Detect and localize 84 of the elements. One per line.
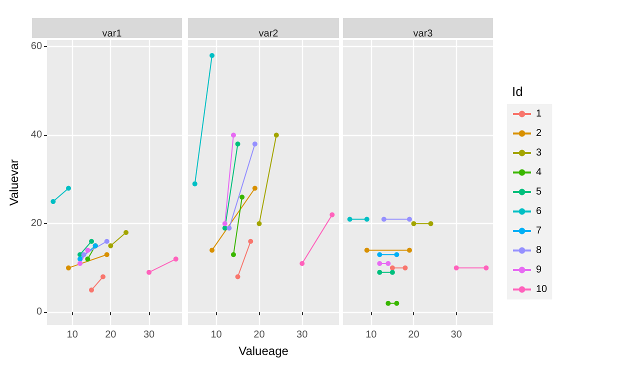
point <box>377 260 382 266</box>
chart-title: var3 <box>413 28 434 40</box>
point <box>484 265 489 270</box>
point <box>386 260 391 266</box>
point <box>240 194 245 200</box>
point <box>66 186 71 191</box>
point <box>210 52 215 58</box>
point <box>89 288 94 293</box>
point <box>173 256 178 262</box>
point <box>406 248 412 253</box>
legend-label: 6 <box>536 206 542 217</box>
point <box>146 270 152 275</box>
point <box>66 265 71 270</box>
point <box>390 270 395 275</box>
point <box>104 238 110 244</box>
point <box>235 274 240 280</box>
point <box>230 132 236 138</box>
point <box>364 248 370 253</box>
point <box>454 265 459 270</box>
point <box>192 181 198 186</box>
y-tick-label: 60 <box>30 41 42 52</box>
legend-label: 5 <box>536 186 542 198</box>
point <box>210 248 215 253</box>
x-tick-label: 10 <box>66 330 78 340</box>
legend-label: 4 <box>536 167 542 178</box>
legend-label: 2 <box>536 128 542 139</box>
point <box>402 265 408 270</box>
point <box>330 212 335 218</box>
point <box>252 186 258 191</box>
x-tick-label: 30 <box>296 330 308 340</box>
point <box>411 221 416 226</box>
point <box>81 252 86 258</box>
legend-label: 9 <box>536 264 542 276</box>
point <box>78 256 82 262</box>
legend-label: 3 <box>536 148 542 158</box>
x-tick-label: 20 <box>408 330 420 340</box>
x-axis-title: Valueage <box>238 344 289 358</box>
point <box>222 221 228 226</box>
legend-label: 7 <box>536 226 542 236</box>
point <box>428 221 434 226</box>
point <box>235 142 240 146</box>
point <box>377 270 382 275</box>
point <box>386 300 391 306</box>
point <box>406 216 412 222</box>
chart-title: var2 <box>258 28 279 40</box>
legend-label: 8 <box>536 245 542 256</box>
x-tick-label: 20 <box>105 330 117 340</box>
point <box>256 221 262 226</box>
legend-label: 1 <box>536 108 542 120</box>
x-tick-label: 30 <box>450 330 462 340</box>
point <box>252 142 258 146</box>
point <box>108 243 114 248</box>
point <box>89 238 94 244</box>
point <box>248 238 254 244</box>
point <box>78 260 82 266</box>
y-tick-label: 20 <box>30 218 42 230</box>
legend-title: Id <box>512 84 523 99</box>
point <box>300 260 305 266</box>
x-tick-label: 30 <box>143 330 156 340</box>
point <box>274 132 279 138</box>
point <box>381 216 386 222</box>
y-tick-label: 40 <box>30 130 42 141</box>
point <box>85 248 90 253</box>
point <box>222 226 228 231</box>
point <box>394 300 400 306</box>
point <box>390 265 395 270</box>
point <box>124 230 129 236</box>
point <box>226 226 232 231</box>
point <box>230 252 236 258</box>
x-tick-label: 10 <box>210 330 222 340</box>
y-axis-title: Valuevar <box>7 159 21 206</box>
point <box>364 216 370 222</box>
point <box>377 252 382 258</box>
chart-title: var1 <box>102 28 122 40</box>
x-tick-label: 20 <box>254 330 266 340</box>
point <box>50 199 56 204</box>
y-tick-label: 0 <box>36 306 42 318</box>
point <box>347 216 352 222</box>
x-tick-label: 10 <box>366 330 378 340</box>
point <box>104 252 110 258</box>
point <box>100 274 106 280</box>
point <box>85 256 90 262</box>
legend-label: 10 <box>536 284 548 295</box>
point <box>394 252 400 258</box>
